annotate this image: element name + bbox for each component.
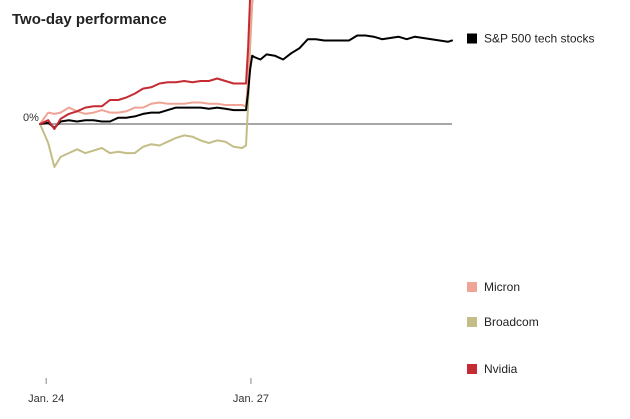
series-line-s-p-500-tech-stocks [39,34,453,129]
chart-title: Two-day performance [12,11,167,28]
y-axis-ticks: 0%-10-20 [23,112,39,124]
legend-swatch [467,33,477,44]
legend-swatch [467,282,477,292]
series-lines [39,0,453,168]
series-line-micron [39,0,254,125]
legend-label: Micron [484,280,520,294]
legend-swatch [467,364,477,374]
gridlines [40,123,452,125]
legend-label: Nvidia [484,362,518,376]
x-axis-ticks: Jan. 24 Jan. 27 [28,378,269,405]
legend-label: S&P 500 tech stocks [484,32,595,46]
x-tick-label: Jan. 24 [28,393,64,405]
legend-label: Broadcom [484,315,539,329]
y-tick-label: 0% [23,112,39,124]
series-line-nvidia [39,0,252,131]
x-tick-label: Jan. 27 [233,393,269,405]
legend: Broadcom Micron S&P 500 tech stocks Nvidia [467,32,595,376]
legend-swatch [467,317,477,327]
